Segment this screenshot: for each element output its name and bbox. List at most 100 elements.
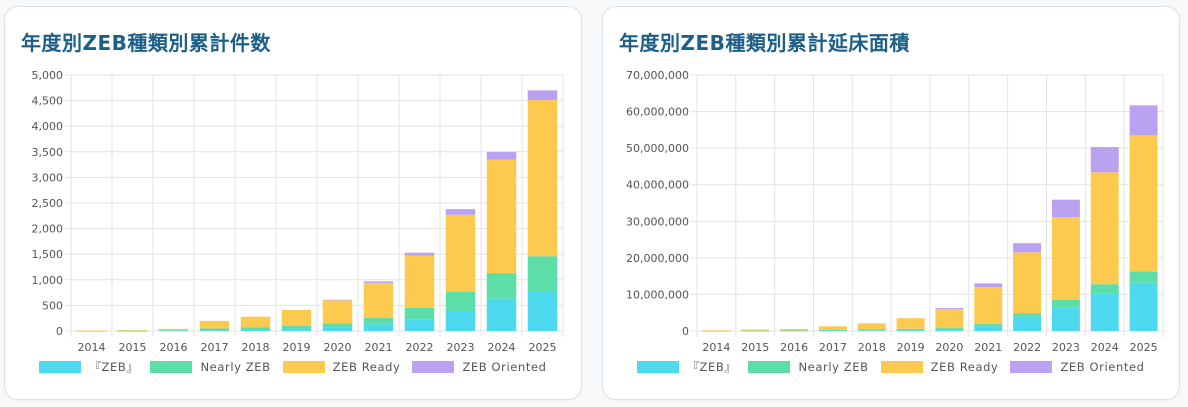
y-tick-label: 3,500 (32, 146, 64, 159)
bar-segment (322, 323, 353, 328)
bar-segment (1051, 217, 1080, 300)
bar-segment (1090, 172, 1119, 285)
bar-segment (486, 151, 517, 160)
bar-segment (240, 316, 271, 328)
x-tick-label: 2024 (488, 341, 516, 354)
legend-item[interactable]: ZEB Oriented (412, 360, 546, 374)
y-tick-label: 0 (56, 325, 63, 338)
bar-segment (363, 281, 394, 283)
bar-segment (896, 329, 925, 331)
legend-item[interactable]: ZEB Ready (880, 360, 999, 374)
bar-segment (741, 329, 770, 331)
legend-item[interactable]: Nearly ZEB (748, 360, 868, 374)
y-tick-label: 10,000,000 (626, 288, 689, 301)
legend-label: ZEB Ready (930, 360, 999, 374)
legend-label: 『ZEB』 (89, 360, 139, 374)
bar-segment (896, 328, 925, 330)
cumulative-floor-area-chart: 0 10,000,000 20,000,000 30,000,000 40,000,00… (626, 69, 1164, 354)
bar-segment (702, 330, 731, 332)
bar-segment (404, 255, 435, 308)
chart-legend: 『ZEB』 Nearly ZEB ZEB Ready ZEB Oriented (603, 359, 1179, 375)
bar-segment (780, 330, 809, 332)
x-tick-label: 2014 (702, 341, 730, 354)
x-tick-label: 2021 (365, 341, 393, 354)
y-tick-label: 1,500 (32, 248, 64, 261)
y-tick-label: 2,000 (32, 223, 64, 236)
bar-segment (117, 330, 148, 331)
bar-segment (935, 307, 964, 310)
bar-segment (281, 310, 312, 326)
chart-title: 年度別ZEB種類別累計件数 (21, 31, 271, 55)
bar-segment (935, 329, 964, 331)
bar-segment (199, 320, 230, 329)
x-tick-label: 2017 (201, 341, 229, 354)
bar-segment (486, 273, 517, 299)
x-tick-label: 2015 (741, 341, 769, 354)
x-tick-label: 2018 (242, 341, 270, 354)
legend-item[interactable]: 『ZEB』 (637, 359, 736, 375)
bar-segment (322, 300, 353, 324)
bar-segment (158, 330, 189, 331)
bar-segment (1013, 243, 1042, 253)
bar-segment (1129, 282, 1158, 331)
bar-segment (445, 291, 476, 312)
legend-label: 『ZEB』 (687, 360, 737, 374)
bar-segment (780, 328, 809, 331)
x-tick-label: 2023 (447, 341, 475, 354)
y-tick-label: 5,000 (32, 69, 64, 82)
legend-item[interactable]: ZEB Ready (282, 360, 401, 374)
bar-segment (818, 326, 847, 330)
bar-segment (935, 309, 964, 329)
y-tick-label: 500 (42, 299, 63, 312)
bar-segment (1090, 293, 1119, 331)
bar-segment (445, 209, 476, 215)
bar-segment (974, 326, 1003, 331)
y-tick-label: 0 (682, 325, 689, 338)
bar-segment (363, 324, 394, 331)
x-tick-label: 2014 (78, 341, 106, 354)
bar-segment (974, 283, 1003, 288)
x-tick-label: 2025 (1130, 341, 1158, 354)
bar-segment (281, 328, 312, 331)
legend-item[interactable]: 『ZEB』 (39, 359, 138, 375)
chart-legend: 『ZEB』 Nearly ZEB ZEB Ready ZEB Oriented (5, 359, 581, 375)
legend-item[interactable]: Nearly ZEB (150, 360, 270, 374)
x-tick-label: 2016 (780, 341, 808, 354)
bar-segment (404, 307, 435, 320)
bar-segment (322, 299, 353, 301)
y-tick-label: 60,000,000 (626, 106, 689, 119)
bar-segment (240, 327, 271, 330)
legend-swatch (880, 361, 923, 373)
bar-segment (404, 319, 435, 331)
bar-segment (527, 100, 558, 257)
x-tick-label: 2019 (283, 341, 311, 354)
y-tick-label: 40,000,000 (626, 179, 689, 192)
legend-swatch (150, 361, 193, 373)
bar-segment (818, 330, 847, 332)
legend-label: ZEB Oriented (1060, 360, 1145, 374)
bar-segment (281, 325, 312, 329)
legend-label: Nearly ZEB (200, 360, 271, 374)
x-tick-label: 2015 (119, 341, 147, 354)
bar-segment (818, 329, 847, 331)
chart-title: 年度別ZEB種類別累計延床面積 (619, 31, 910, 55)
bar-segment (322, 327, 353, 331)
x-tick-label: 2020 (935, 341, 963, 354)
x-tick-label: 2020 (324, 341, 352, 354)
bar-segment (1129, 105, 1158, 136)
bar-segment (158, 330, 189, 332)
bar-segment (158, 328, 189, 331)
bar-segment (76, 330, 107, 332)
x-tick-label: 2025 (529, 341, 557, 354)
bar-segment (1013, 316, 1042, 331)
x-tick-label: 2024 (1091, 341, 1119, 354)
bar-segment (741, 330, 770, 332)
cumulative-count-chart-card: 年度別ZEB種類別累計件数 0 500 1,000 1,500 2,000 2,500 3,… (4, 6, 582, 400)
bar-segment (702, 330, 731, 331)
legend-item[interactable]: ZEB Oriented (1010, 360, 1144, 374)
bar-segment (857, 330, 886, 331)
legend-label: Nearly ZEB (798, 360, 869, 374)
bar-segment (974, 287, 1003, 324)
bar-segment (1051, 307, 1080, 331)
x-tick-label: 2023 (1052, 341, 1080, 354)
